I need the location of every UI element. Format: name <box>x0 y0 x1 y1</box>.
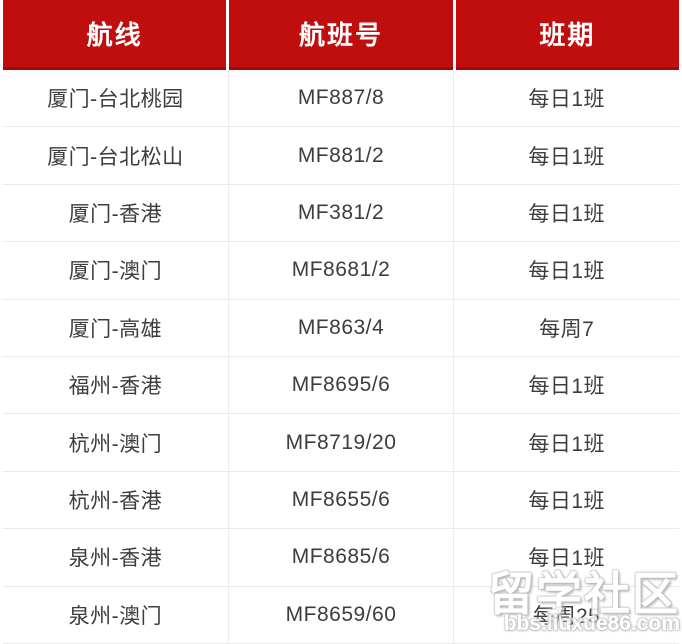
table-row: 厦门-台北桃园 MF887/8 每日1班 <box>3 70 679 128</box>
header-cell-flight-number: 航班号 <box>229 0 453 70</box>
flight-number-cell: MF881/2 <box>227 127 454 184</box>
schedule-cell: 每周7 <box>453 299 679 356</box>
flight-number-cell: MF887/8 <box>227 70 454 127</box>
table-header-row: 航线 航班号 班期 <box>3 0 679 70</box>
route-cell: 厦门-澳门 <box>68 260 163 284</box>
table-row: 厦门-台北松山 MF881/2 每日1班 <box>3 127 679 185</box>
table-row: 厦门-高雄 MF863/4 每周7 <box>3 299 679 357</box>
table-row: 泉州-澳门 MF8659/60 每周25 <box>3 586 679 644</box>
route-cell: 杭州-澳门 <box>68 432 163 456</box>
route-cell: 福州-香港 <box>68 375 163 399</box>
route-cell: 杭州-香港 <box>68 489 163 513</box>
table-row: 厦门-澳门 MF8681/2 每日1班 <box>3 242 679 300</box>
flight-number-cell: MF863/4 <box>227 299 454 356</box>
route-cell: 厦门-香港 <box>68 202 163 226</box>
schedule-cell: 每日1班 <box>453 529 679 586</box>
schedule-cell: 每日1班 <box>453 471 679 529</box>
flight-number-cell: MF381/2 <box>227 184 454 242</box>
schedule-cell: 每日1班 <box>453 184 679 242</box>
schedule-cell: 每日1班 <box>453 356 679 414</box>
table-body: 厦门-台北桃园 MF887/8 每日1班 厦门-台北松山 MF881/2 每日1班 厦门-香… <box>3 70 679 644</box>
route-cell: 泉州-香港 <box>68 547 163 571</box>
header-cell-route: 航线 <box>3 0 227 70</box>
flight-number-cell: MF8681/2 <box>227 242 454 299</box>
route-cell: 厦门-台北松山 <box>47 145 184 169</box>
route-cell: 厦门-台北桃园 <box>47 88 184 112</box>
route-cell: 厦门-高雄 <box>68 317 163 341</box>
flight-number-cell: MF8719/20 <box>227 414 454 471</box>
route-cell: 泉州-澳门 <box>68 604 163 628</box>
schedule-cell: 每日1班 <box>453 414 679 471</box>
header-cell-schedule: 班期 <box>455 0 679 70</box>
schedule-cell: 每日1班 <box>453 127 679 184</box>
flight-number-cell: MF8655/6 <box>227 471 454 529</box>
flight-number-cell: MF8685/6 <box>227 529 454 586</box>
table-row: 福州-香港 MF8695/6 每日1班 <box>3 356 679 415</box>
table-row: 杭州-香港 MF8655/6 每日1班 <box>3 471 679 530</box>
schedule-cell: 每日1班 <box>453 242 679 299</box>
table-row: 泉州-香港 MF8685/6 每日1班 <box>3 529 679 587</box>
schedule-cell: 每日1班 <box>453 70 679 127</box>
table-row: 杭州-澳门 MF8719/20 每日1班 <box>3 414 679 472</box>
flight-number-cell: MF8695/6 <box>227 356 454 414</box>
table-row: 厦门-香港 MF381/2 每日1班 <box>3 184 679 243</box>
schedule-cell: 每周25 <box>453 586 679 643</box>
flight-number-cell: MF8659/60 <box>227 586 454 643</box>
